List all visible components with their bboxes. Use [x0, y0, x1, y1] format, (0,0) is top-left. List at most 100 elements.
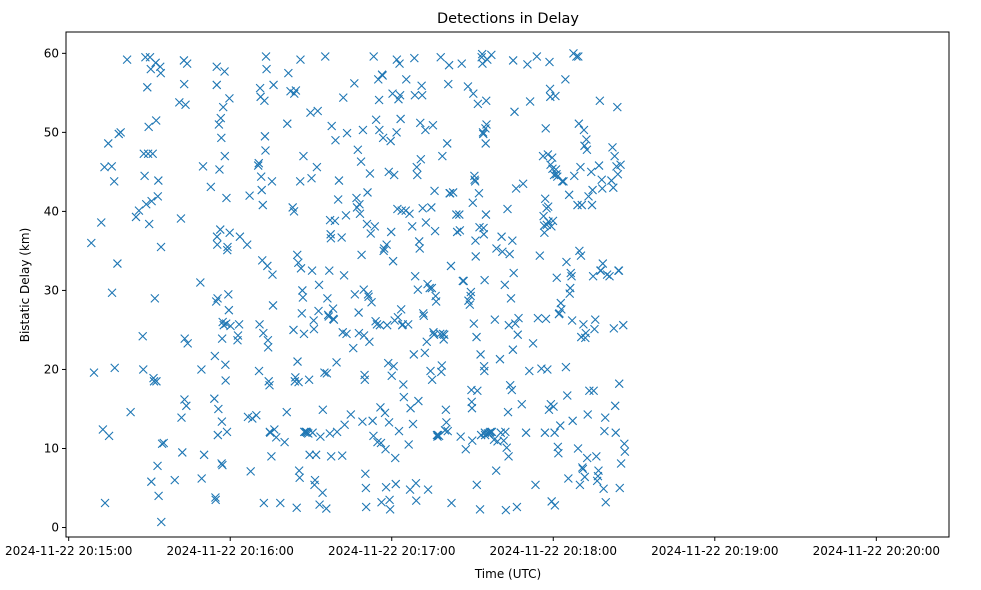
data-point: [388, 256, 398, 266]
data-point: [430, 186, 439, 196]
data-point: [517, 399, 527, 409]
data-point: [551, 91, 560, 101]
data-point: [355, 209, 365, 219]
data-point: [412, 170, 422, 180]
data-point: [389, 170, 399, 180]
data-point: [582, 145, 592, 155]
data-point: [150, 293, 160, 303]
data-point: [383, 358, 393, 368]
data-point: [153, 191, 163, 201]
data-point: [601, 497, 611, 507]
data-point: [213, 404, 223, 414]
data-point: [528, 338, 538, 348]
data-point: [222, 427, 232, 437]
data-point: [216, 133, 226, 143]
data-point: [177, 448, 187, 457]
data-point: [404, 440, 414, 449]
data-point: [490, 315, 500, 325]
data-point: [363, 188, 372, 197]
data-point: [575, 480, 585, 490]
data-point: [365, 169, 375, 178]
data-point: [309, 324, 319, 334]
data-point: [263, 335, 273, 345]
data-point: [618, 320, 628, 330]
data-point: [559, 176, 568, 186]
data-point: [378, 71, 387, 80]
data-point: [508, 56, 518, 65]
data-point: [356, 157, 366, 166]
data-point: [210, 351, 220, 361]
data-point: [581, 135, 591, 144]
data-point: [405, 209, 414, 219]
y-tick-label: 30: [44, 283, 59, 297]
data-point: [587, 200, 597, 210]
data-point: [301, 427, 310, 437]
data-point: [364, 292, 373, 302]
data-point: [608, 142, 617, 152]
data-point: [543, 202, 553, 212]
data-point: [552, 169, 561, 179]
data-point: [327, 121, 337, 131]
data-point: [109, 176, 119, 186]
data-point: [340, 420, 350, 430]
data-point: [147, 196, 156, 206]
data-point: [379, 244, 389, 253]
data-point: [322, 369, 332, 378]
data-point: [146, 477, 156, 487]
data-point: [354, 328, 364, 338]
data-point: [197, 365, 206, 374]
data-point: [215, 225, 225, 234]
x-tick-label: 2024-11-22 20:16:00: [166, 544, 293, 558]
data-point: [580, 141, 589, 151]
x-tick-label: 2024-11-22 20:17:00: [328, 544, 455, 558]
data-points: [86, 48, 630, 527]
data-point: [396, 114, 406, 124]
data-point: [312, 162, 322, 172]
data-point: [500, 280, 510, 290]
data-point: [113, 259, 122, 268]
data-point: [314, 306, 323, 316]
data-point: [222, 193, 231, 203]
data-point: [360, 375, 370, 385]
data-point: [307, 173, 316, 183]
data-point: [598, 259, 608, 268]
data-point: [600, 413, 610, 423]
data-point: [419, 311, 429, 321]
data-point: [148, 149, 158, 159]
data-point: [513, 330, 523, 340]
data-point: [387, 371, 397, 381]
data-point: [543, 150, 553, 159]
data-point: [609, 323, 619, 333]
data-point: [540, 428, 550, 438]
data-point: [426, 203, 436, 212]
data-point: [313, 106, 323, 116]
data-point: [253, 161, 263, 170]
data-point: [385, 504, 395, 514]
data-point: [138, 331, 148, 341]
data-point: [260, 131, 270, 141]
data-point: [269, 425, 279, 434]
data-point: [573, 200, 582, 210]
data-point: [107, 288, 117, 298]
data-point: [307, 266, 317, 276]
data-point: [326, 233, 336, 243]
data-point: [589, 386, 599, 396]
data-point: [581, 328, 591, 338]
data-point: [561, 362, 571, 372]
data-point: [265, 380, 274, 390]
data-point: [393, 312, 403, 322]
data-point: [371, 115, 381, 125]
data-point: [333, 195, 343, 204]
data-point: [577, 463, 587, 472]
data-point: [217, 417, 227, 427]
data-point: [378, 133, 388, 143]
data-point: [524, 366, 534, 376]
data-point: [614, 379, 624, 389]
data-point: [395, 59, 404, 69]
data-point: [198, 161, 208, 171]
data-point: [552, 273, 562, 283]
data-point: [309, 316, 319, 325]
data-point: [599, 484, 608, 494]
y-axis-ticks: 0 10 20 30 40 50 60: [44, 46, 66, 535]
